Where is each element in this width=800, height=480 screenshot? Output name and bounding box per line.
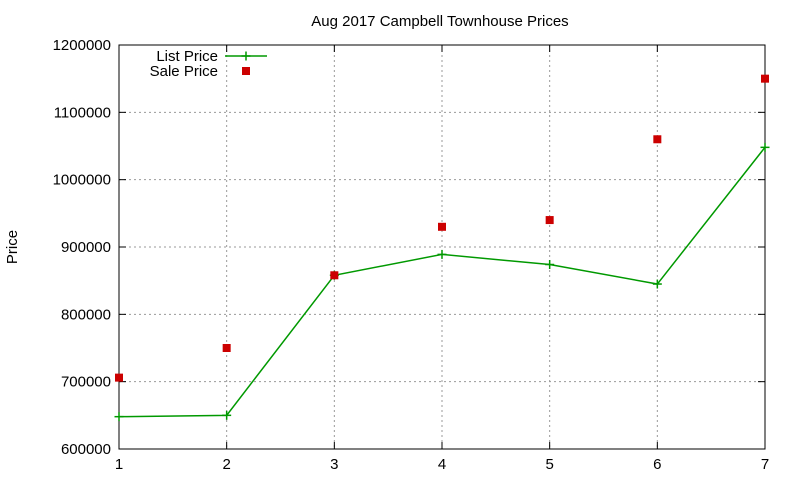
data-point-sale-price xyxy=(222,344,231,352)
data-point-sale-price xyxy=(330,271,339,280)
y-tick-label: 700000 xyxy=(61,374,111,391)
data-point-list-price xyxy=(760,142,770,152)
grid-lines xyxy=(119,45,765,449)
data-point-sale-price xyxy=(761,74,769,83)
data-point-list-price xyxy=(114,412,124,422)
y-tick-label: 900000 xyxy=(61,239,111,256)
y-tick-label: 600000 xyxy=(61,441,111,458)
y-tick-label: 1000000 xyxy=(53,172,111,189)
data-point-sale-price xyxy=(545,216,554,225)
y-tick-label: 800000 xyxy=(61,306,111,323)
data-point-sale-price xyxy=(438,222,446,231)
tick-labels: 6000007000008000009000001000000110000012… xyxy=(53,37,770,473)
legend-label-sale-price: Sale Price xyxy=(150,63,218,80)
data-point-list-price xyxy=(545,260,555,270)
data-point-list-price xyxy=(652,279,662,289)
y-axis-label: Price xyxy=(4,230,21,264)
x-tick-label: 2 xyxy=(222,456,230,473)
x-tick-label: 1 xyxy=(115,456,123,473)
x-tick-label: 3 xyxy=(330,456,338,473)
data-point-sale-price xyxy=(653,135,662,144)
y-tick-label: 1100000 xyxy=(54,104,111,121)
chart-title: Aug 2017 Campbell Townhouse Prices xyxy=(311,13,568,30)
legend-marker-sale-price xyxy=(242,67,250,75)
x-tick-label: 7 xyxy=(761,456,769,473)
data-point-list-price xyxy=(437,249,447,259)
x-tick-label: 4 xyxy=(438,456,446,473)
data-point-list-price xyxy=(222,410,232,420)
legend-marker-list-price xyxy=(241,51,251,61)
legend-label-list-price: List Price xyxy=(156,48,218,65)
y-tick-label: 1200000 xyxy=(53,37,111,54)
data-point-sale-price xyxy=(115,373,123,382)
axis-ticks xyxy=(118,44,766,450)
series-layer xyxy=(114,74,770,422)
x-tick-label: 6 xyxy=(653,456,661,473)
x-tick-label: 5 xyxy=(545,456,553,473)
